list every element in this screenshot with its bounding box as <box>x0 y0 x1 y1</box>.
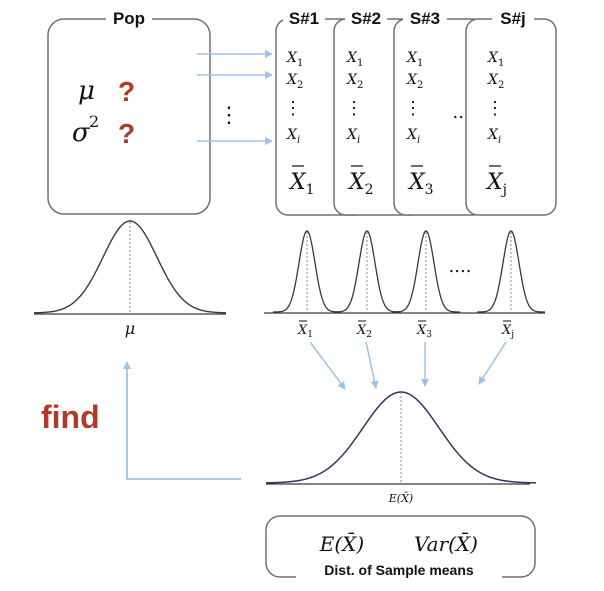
population-box: Pop μ ? σ 2 ? <box>47 9 211 215</box>
sigma-unknown-mark: ? <box>118 118 135 149</box>
population-curve-label: μ <box>125 319 135 338</box>
sample-means-box: E(X̄) Var(X̄) Dist. of Sample means <box>265 515 536 580</box>
population-to-sample-arrows <box>197 50 273 145</box>
population-vertical-dots: ⋮ <box>218 103 240 128</box>
sample-j-item-2: X2 <box>487 72 504 91</box>
sample-curve-2-label: X2 <box>356 323 372 340</box>
arrow-mean-1 <box>309 341 346 390</box>
population-title: Pop <box>113 9 145 28</box>
sigma-symbol: σ <box>72 118 91 148</box>
sample-3-mean: X3 <box>407 170 434 198</box>
sample-j-mean: Xj <box>485 170 507 198</box>
sample-j-item-i: Xi <box>487 127 501 146</box>
sample-curve-j-label: Xj <box>501 323 514 340</box>
sample-3-item-i: Xi <box>406 127 420 146</box>
sample-3-item-1: X1 <box>406 50 423 69</box>
sample-2-item-2: X2 <box>346 72 363 91</box>
sample-2-mean: X2 <box>347 170 374 198</box>
sampling-distribution-curve: E(X̄) <box>265 391 537 505</box>
sample-3-item-2: X2 <box>406 72 423 91</box>
sample-1-mean: X1 <box>288 170 315 198</box>
sample-3-dots: ⋮ <box>404 98 422 119</box>
mu-symbol: μ <box>78 76 95 106</box>
sample-j-dots: ⋮ <box>486 98 504 119</box>
find-label: find <box>41 399 100 435</box>
sample-j-item-1: X1 <box>487 50 504 69</box>
arrow-mean-j <box>478 341 507 385</box>
mu-unknown-mark: ? <box>118 76 135 107</box>
sample-2-title: S#2 <box>351 9 381 28</box>
sample-1-dots: ⋮ <box>284 98 302 119</box>
expected-value-formula: E(X̄) <box>319 531 364 556</box>
arrow-mean-2 <box>365 341 379 389</box>
sample-3-title: S#3 <box>410 9 440 28</box>
sample-1-item-i: Xi <box>286 127 300 146</box>
sample-2-item-i: Xi <box>346 127 360 146</box>
sample-2-dots: ⋮ <box>345 98 363 119</box>
sample-curves-ellipsis: .... <box>449 256 472 277</box>
sample-means-box-title: Dist. of Sample means <box>324 562 474 578</box>
sample-1-title: S#1 <box>289 9 319 28</box>
sample-curve-1-label: X1 <box>297 323 313 340</box>
sample-box-j: S#j X1 X2 ⋮ Xi Xj <box>465 9 557 216</box>
variance-formula: Var(X̄) <box>414 531 478 556</box>
find-arrow <box>123 361 241 480</box>
sample-1-item-1: X1 <box>286 50 303 69</box>
sample-2-item-1: X1 <box>346 50 363 69</box>
sample-curves: .... X1 X2 X3 Xj <box>264 230 545 340</box>
sample-j-title: S#j <box>500 9 526 28</box>
sample-curve-3-label: X3 <box>416 323 432 340</box>
means-to-distribution-arrows <box>309 341 507 390</box>
sampling-distribution-axis-label: E(X̄) <box>388 492 413 505</box>
sample-box-3: S#3 X1 X2 ⋮ Xi X3 <box>393 9 487 216</box>
sample-1-item-2: X2 <box>286 72 303 91</box>
sigma-exponent: 2 <box>89 112 99 131</box>
population-curve: μ <box>33 220 227 338</box>
